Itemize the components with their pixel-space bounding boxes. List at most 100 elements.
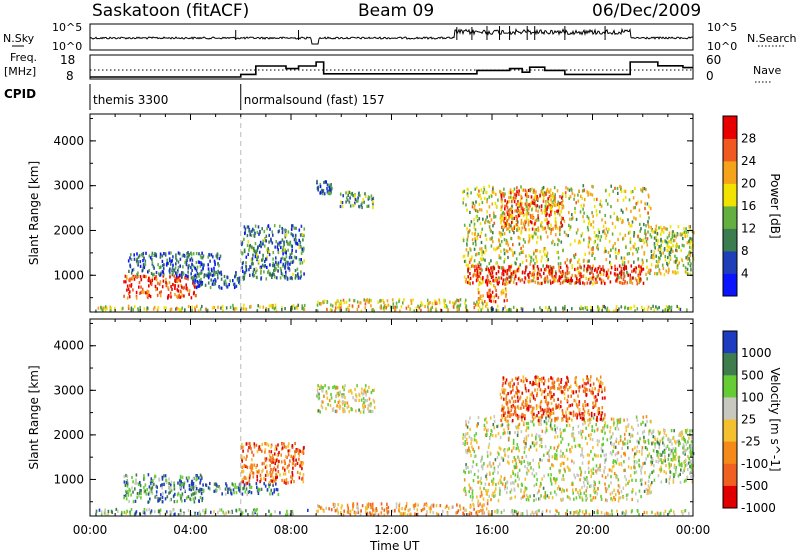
range-cell — [605, 453, 607, 457]
range-cell — [326, 300, 329, 304]
range-cell — [569, 195, 572, 199]
range-cell — [150, 489, 153, 494]
range-cell — [321, 385, 323, 389]
range-cell — [292, 259, 295, 263]
range-cell — [561, 461, 563, 465]
range-cell — [345, 300, 348, 304]
range-cell — [245, 457, 247, 461]
range-cell — [473, 226, 476, 230]
range-cell — [514, 431, 516, 435]
range-cell — [264, 448, 267, 452]
range-cell — [191, 479, 193, 483]
range-cell — [558, 204, 560, 208]
range-cell — [282, 252, 284, 256]
range-cell — [533, 201, 535, 206]
range-cell — [338, 392, 341, 397]
range-cell — [629, 240, 632, 244]
range-cell — [624, 437, 626, 441]
range-cell — [295, 249, 297, 253]
range-cell — [258, 232, 260, 236]
range-cell — [508, 191, 511, 195]
range-cell — [183, 285, 186, 290]
range-cell — [478, 267, 480, 271]
range-cell — [218, 485, 220, 489]
range-cell — [266, 265, 268, 269]
range-cell — [477, 416, 480, 420]
range-cell — [194, 281, 196, 285]
range-cell — [630, 510, 633, 514]
range-cell — [213, 305, 216, 310]
range-cell — [477, 503, 480, 508]
range-cell — [483, 196, 486, 201]
range-cell — [657, 248, 660, 252]
range-cell — [607, 276, 609, 280]
range-cell — [526, 212, 528, 216]
range-cell — [531, 187, 533, 191]
range-cell — [269, 472, 272, 476]
range-cell — [273, 265, 276, 269]
range-cell — [263, 482, 265, 486]
range-cell — [619, 271, 621, 275]
range-cell — [455, 511, 457, 515]
range-cell — [637, 235, 639, 239]
range-cell — [489, 272, 492, 276]
range-cell — [647, 193, 650, 197]
range-cell — [264, 459, 267, 463]
range-cell — [637, 200, 639, 204]
range-cell — [137, 275, 140, 279]
range-cell — [357, 508, 359, 512]
range-cell — [480, 231, 483, 235]
range-cell — [502, 269, 505, 273]
range-cell — [466, 192, 469, 196]
range-cell — [143, 474, 145, 478]
range-cell — [200, 271, 202, 275]
range-cell — [686, 241, 689, 245]
range-cell — [558, 206, 561, 210]
range-cell — [359, 301, 362, 305]
range-cell — [248, 490, 251, 494]
range-cell — [504, 487, 506, 491]
range-cell — [500, 240, 503, 244]
range-cell — [248, 476, 251, 480]
range-cell — [154, 510, 156, 514]
nsky-line — [89, 27, 694, 45]
range-cell — [691, 246, 693, 250]
range-cell — [607, 250, 610, 255]
range-cell — [668, 308, 670, 312]
range-cell — [243, 303, 245, 307]
range-cell — [593, 480, 595, 484]
range-cell — [192, 492, 194, 496]
range-cell — [284, 276, 286, 280]
range-cell — [682, 232, 684, 236]
range-cell — [527, 221, 530, 225]
range-cell — [320, 385, 322, 389]
range-cell — [291, 477, 293, 481]
range-cell — [199, 264, 202, 268]
range-cell — [681, 512, 684, 516]
range-cell — [651, 256, 654, 260]
range-cell — [253, 508, 256, 512]
range-cell — [273, 273, 275, 277]
colorbar-label: Power [dB] — [768, 173, 782, 238]
range-cell — [147, 278, 150, 283]
range-cell — [251, 273, 254, 277]
range-cell — [584, 421, 586, 425]
range-cell — [479, 194, 481, 198]
range-cell — [528, 228, 531, 232]
range-cell — [127, 259, 130, 263]
range-cell — [395, 502, 398, 506]
range-cell — [182, 286, 185, 290]
range-cell — [524, 268, 527, 272]
range-cell — [527, 218, 530, 222]
range-cell — [176, 279, 179, 283]
range-cell — [540, 308, 543, 312]
range-cell — [161, 486, 163, 490]
range-cell — [157, 263, 159, 267]
range-cell — [484, 426, 487, 430]
range-cell — [194, 513, 196, 517]
range-cell — [366, 398, 368, 402]
range-cell — [359, 194, 361, 198]
range-cell — [107, 513, 109, 517]
range-cell — [400, 512, 402, 516]
range-cell — [414, 504, 417, 508]
